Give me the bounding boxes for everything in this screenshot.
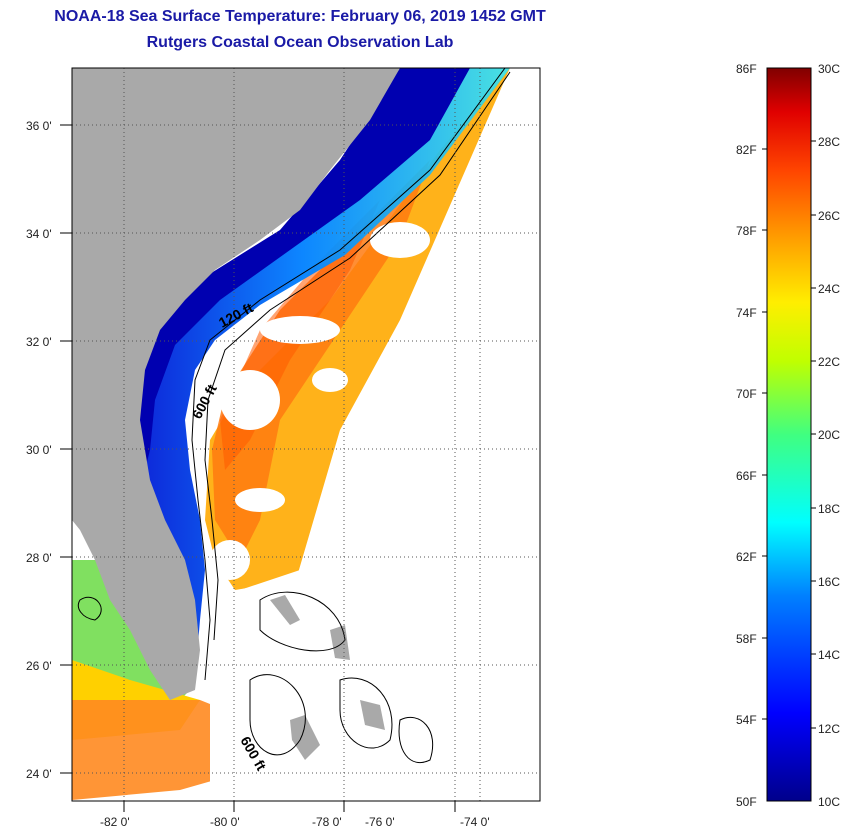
depth-contours [77, 68, 511, 763]
left-ticks [60, 124, 72, 774]
colorbar-label-c: 30C [818, 62, 840, 76]
nearshore-cold [135, 68, 470, 470]
colorbar-label-f: 66F [736, 469, 757, 483]
colorbar-label-c: 24C [818, 282, 840, 296]
lat-label: 24 0' [26, 767, 52, 781]
map-frame [71, 67, 541, 802]
colorbar-ticks [762, 140, 816, 729]
lat-label: 28 0' [26, 551, 52, 565]
colorbar-label-f: 50F [736, 795, 757, 809]
land-bahamas [270, 595, 385, 760]
lon-label: -78 0' [312, 815, 342, 829]
colorbar-label-f: 54F [736, 713, 757, 727]
colorbar-gradient [766, 67, 812, 802]
bottom-ticks [123, 801, 456, 812]
lon-label: -82 0' [100, 815, 130, 829]
lon-label: -74 0' [460, 815, 490, 829]
lon-label: -76 0' [365, 815, 395, 829]
colorbar-label-c: 28C [818, 135, 840, 149]
map-subtitle: Rutgers Coastal Ocean Observation Lab [146, 34, 454, 51]
lon-label: -80 0' [210, 815, 240, 829]
colorbar-label-f: 70F [736, 387, 757, 401]
colorbar-label-f: 74F [736, 306, 757, 320]
colorbar-label-c: 20C [818, 428, 840, 442]
colorbar-label-f: 82F [736, 143, 757, 157]
gulf-stream-swath [205, 68, 510, 590]
map-panel [72, 68, 540, 801]
colorbar-label-c: 18C [818, 502, 840, 516]
colorbar-label-c: 16C [818, 575, 840, 589]
colorbar-label-c: 22C [818, 355, 840, 369]
florida-straits-warm [72, 700, 250, 800]
map-title: NOAA-18 Sea Surface Temperature: Februar… [54, 8, 546, 25]
warm-core [212, 160, 430, 560]
land-us [72, 68, 400, 700]
colorbar-label-c: 10C [818, 795, 840, 809]
cloud-masks [210, 222, 520, 801]
lat-label: 34 0' [26, 227, 52, 241]
colorbar-label-c: 12C [818, 722, 840, 736]
colorbar-label-f: 62F [736, 550, 757, 564]
lat-label: 30 0' [26, 443, 52, 457]
lat-label: 26 0' [26, 659, 52, 673]
colorbar-label-c: 14C [818, 648, 840, 662]
coastal-cold-band [95, 68, 510, 700]
colorbar-label-f: 58F [736, 632, 757, 646]
colorbar-label-f: 78F [736, 224, 757, 238]
lat-label: 32 0' [26, 335, 52, 349]
lat-label: 36 0' [26, 119, 52, 133]
colorbar-label-c: 26C [818, 209, 840, 223]
colorbar-label-f: 86F [736, 62, 757, 76]
colorbar [762, 67, 816, 802]
